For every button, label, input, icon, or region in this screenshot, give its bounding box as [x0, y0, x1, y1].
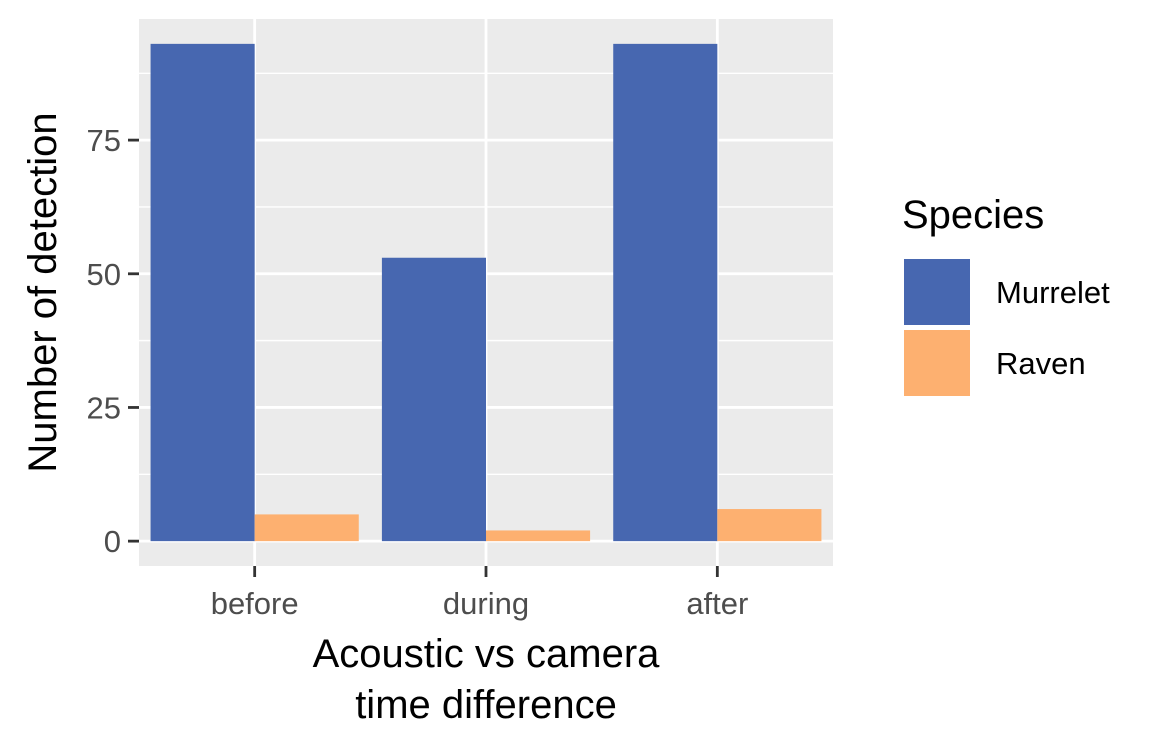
y-tick-label-0: 0	[104, 524, 121, 559]
bar-raven-after	[717, 509, 822, 542]
legend-label-murrelet: Murrelet	[996, 275, 1110, 310]
x-axis-title-line-2: time difference	[355, 683, 617, 727]
bar-murrelet-during	[381, 257, 486, 542]
bar-raven-during	[486, 530, 591, 542]
bar-murrelet-before	[150, 43, 255, 542]
legend-title: Species	[902, 193, 1044, 237]
legend-label-raven: Raven	[996, 346, 1086, 381]
bars	[150, 43, 822, 542]
y-tick-label-3: 75	[87, 123, 121, 158]
x-tick-label-before: before	[211, 586, 299, 621]
y-tick-label-2: 50	[87, 257, 121, 292]
y-tick-label-1: 25	[87, 390, 121, 425]
y-axis-title: Number of detection	[21, 112, 65, 472]
bar-raven-before	[254, 514, 359, 542]
x-tick-label-after: after	[686, 586, 748, 621]
bar-murrelet-after	[613, 43, 718, 542]
legend-key-raven	[902, 328, 972, 398]
legend-key-murrelet	[902, 257, 972, 327]
axes: 0 25 50 75 before during after	[87, 123, 749, 621]
legend: Species Murrelet Raven	[902, 193, 1110, 398]
x-tick-label-during: during	[443, 586, 529, 621]
x-axis-title-line-1: Acoustic vs camera	[313, 632, 661, 676]
